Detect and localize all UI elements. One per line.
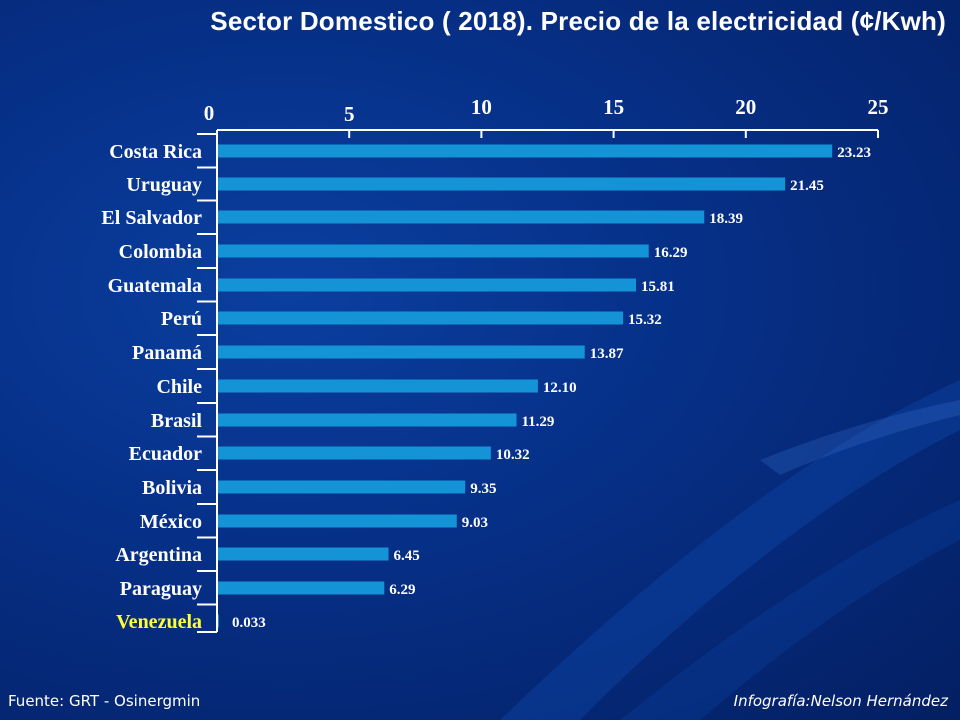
data-label: 15.32 (628, 312, 662, 328)
bar (218, 514, 457, 528)
bar (218, 413, 517, 427)
data-label: 6.29 (389, 582, 415, 598)
chart-title: Sector Domestico ( 2018). Precio de la e… (210, 6, 946, 36)
data-label: 9.03 (462, 515, 488, 531)
category-label: Bolivia (142, 477, 202, 499)
bar (218, 177, 786, 191)
category-label: Ecuador (129, 443, 202, 465)
bar (218, 144, 833, 158)
category-label: El Salvador (101, 207, 202, 229)
category-label: Costa Rica (109, 141, 202, 163)
bar (218, 345, 585, 359)
data-label: 6.45 (394, 548, 420, 564)
category-label: Argentina (115, 544, 202, 566)
data-label: 18.39 (709, 211, 743, 227)
x-tick-label: 25 (868, 95, 889, 119)
x-tick-label: 10 (471, 95, 492, 119)
x-tick-label: 20 (735, 95, 756, 119)
bar (218, 311, 624, 325)
category-label: México (140, 511, 202, 533)
x-tick-label: 15 (603, 95, 624, 119)
category-label: Colombia (119, 241, 202, 263)
category-label: Brasil (151, 410, 203, 432)
x-tick-label: 0 (204, 101, 215, 125)
bar (218, 446, 491, 460)
bar (218, 581, 385, 595)
bar (218, 614, 219, 628)
category-label: Venezuela (116, 611, 202, 633)
category-label: Uruguay (126, 174, 202, 196)
data-label: 23.23 (837, 145, 871, 161)
data-label: 15.81 (641, 279, 675, 295)
bar (218, 210, 705, 224)
category-label: Guatemala (108, 275, 202, 297)
data-label: 12.10 (543, 380, 577, 396)
bar (218, 278, 637, 292)
bar (218, 547, 389, 561)
x-tick-label: 5 (344, 102, 355, 126)
category-label: Paraguay (120, 578, 202, 600)
bar (218, 379, 538, 393)
source-note: Fuente: GRT - Osinergmin (8, 692, 201, 710)
data-label: 10.32 (496, 447, 530, 463)
data-label: 9.35 (470, 481, 496, 497)
category-label: Panamá (132, 342, 202, 364)
category-label: Chile (156, 376, 202, 398)
credit-note: Infografía:Nelson Hernández (733, 692, 948, 710)
category-label: Perú (161, 308, 202, 330)
data-label: 11.29 (522, 414, 555, 430)
data-label: 0.033 (232, 615, 266, 631)
bar (218, 480, 466, 494)
data-label: 16.29 (654, 245, 688, 261)
data-label: 13.87 (590, 346, 624, 362)
data-label: 21.45 (790, 178, 824, 194)
bar (218, 244, 649, 258)
